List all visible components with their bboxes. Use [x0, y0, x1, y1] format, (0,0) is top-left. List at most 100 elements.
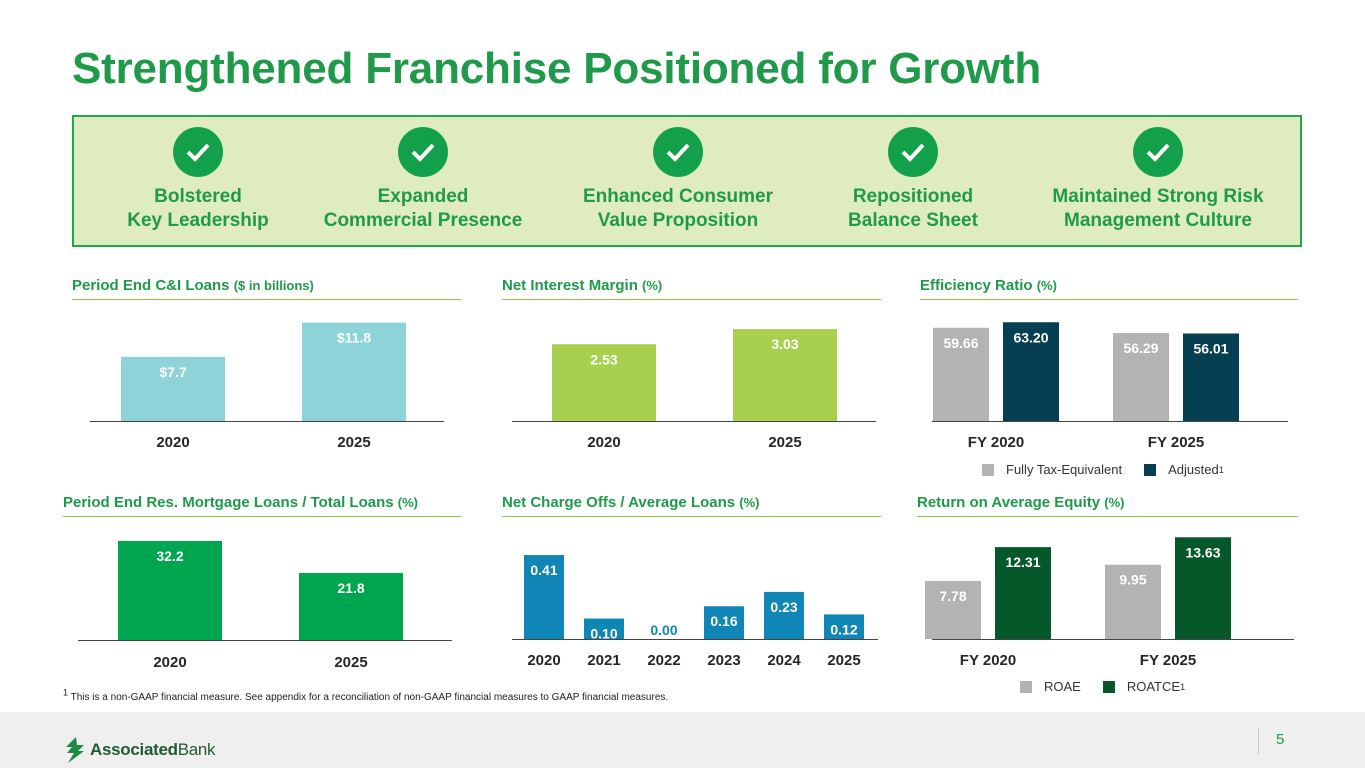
bar-fy-2025-roatce	[1175, 537, 1231, 639]
bar-fy-2025-adjusted	[1183, 333, 1239, 421]
pillar-label-line2: Management Culture	[1064, 210, 1252, 231]
logo-word-bold: Associated	[90, 740, 178, 759]
pillar-label-line2: Commercial Presence	[323, 210, 523, 231]
data-label: 0.10	[590, 626, 617, 642]
panel-rule	[502, 299, 881, 300]
pillar-label-line1: Bolstered	[154, 186, 242, 207]
ci-loans-chart: $7.7 $11.8 2020 2025	[90, 322, 444, 451]
page-title: Strengthened Franchise Positioned for Gr…	[72, 44, 1042, 93]
bar-2020-c-i-loans	[121, 356, 225, 421]
bar-2025-c-i-loans	[302, 322, 406, 421]
efficiency-chart: 59.66 56.29 63.20 56.01 FY 2020 FY 2025	[932, 322, 1288, 451]
panel-rule	[502, 516, 881, 517]
data-label: 0.41	[530, 562, 557, 578]
pillars-banner: Bolstered Key Leadership Expanded Commerci…	[72, 115, 1302, 247]
data-label: 0.23	[770, 599, 797, 615]
associated-bank-logo: AssociatedBank	[64, 736, 216, 764]
panel-title-text: Period End C&I Loans	[72, 277, 230, 294]
bar-2024-nco-avg-loans	[764, 591, 804, 639]
bar-2021-nco-avg-loans	[584, 618, 624, 639]
x-tick-label: FY 2020	[960, 652, 1016, 669]
data-label: 2.53	[590, 351, 617, 367]
bar-2020-nco-avg-loans	[524, 555, 564, 639]
panel-title-text: Net Interest Margin	[502, 277, 638, 294]
panel-title-roe: Return on Average Equity (%)	[917, 494, 1124, 511]
data-label: 0.00	[650, 622, 677, 638]
pillar-label-line2: Value Proposition	[597, 210, 759, 231]
panel-title-efficiency: Efficiency Ratio (%)	[920, 277, 1057, 294]
x-tick-label: FY 2025	[1148, 434, 1204, 451]
data-label: 32.2	[156, 548, 183, 564]
bar-fy-2025-roae	[1105, 564, 1161, 639]
bar-2025-res-mortgage-total-loans	[299, 572, 403, 640]
x-tick-label: 2024	[767, 652, 801, 669]
data-label: 9.95	[1119, 572, 1146, 588]
data-label: 63.20	[1013, 329, 1048, 345]
data-label: $7.7	[159, 364, 186, 380]
bar-2023-nco-avg-loans	[704, 606, 744, 639]
footnote-marker: 1	[63, 687, 69, 698]
legend-item: Adjusted 1	[1144, 462, 1224, 477]
nco-chart: 0.41 0.10 0.00 0.16 0.23 0.12 2020 2021 2022 2023…	[512, 555, 878, 669]
panel-title-unit: (%)	[739, 495, 760, 510]
panel-rule	[917, 516, 1298, 517]
x-tick-label: 2023	[707, 652, 740, 669]
res-mortgage-chart: 32.2 21.8 2020 2025	[78, 540, 452, 671]
footnote-text: This is a non-GAAP financial measure. Se…	[70, 692, 669, 703]
data-label: $11.8	[337, 330, 371, 346]
panel-title-ci-loans: Period End C&I Loans ($ in billions)	[72, 277, 314, 294]
pillar-label-line1: Repositioned	[852, 186, 974, 207]
legend-item: ROAE	[1020, 679, 1081, 694]
x-tick-label: 2025	[334, 654, 367, 671]
x-tick-label: 2020	[587, 434, 620, 451]
check-icon	[888, 127, 938, 177]
x-tick-label: 2021	[587, 652, 620, 669]
data-label: 56.01	[1193, 340, 1228, 356]
data-label: 56.29	[1123, 340, 1158, 356]
data-label: 0.16	[710, 613, 737, 629]
roe-chart: 7.78 9.95 12.31 13.63 FY 2020 FY 2025	[925, 537, 1294, 669]
panel-title-nim: Net Interest Margin (%)	[502, 277, 662, 294]
page-number: 5	[1276, 731, 1285, 748]
data-label: 12.31	[1005, 554, 1040, 570]
bar-fy-2020-adjusted	[1003, 322, 1059, 421]
panel-title-unit: (%)	[397, 495, 418, 510]
pillar-commercial: Expanded Commercial Presence	[303, 127, 543, 233]
panel-title-text: Period End Res. Mortgage Loans / Total L…	[63, 494, 394, 511]
x-tick-label: 2025	[827, 652, 860, 669]
legend-label: Adjusted	[1168, 462, 1219, 477]
x-tick-label: 2020	[156, 434, 189, 451]
bar-2020-res-mortgage-total-loans	[118, 540, 222, 640]
pillar-balance-sheet: Repositioned Balance Sheet	[793, 127, 1033, 233]
roe-legend: ROAE ROATCE 1	[1020, 679, 1207, 694]
check-icon	[398, 127, 448, 177]
data-label: 7.78	[939, 588, 966, 604]
panel-title-res-mortgage: Period End Res. Mortgage Loans / Total L…	[63, 494, 418, 511]
panel-title-unit: (%)	[642, 278, 663, 293]
bar-fy-2020-fully-tax-equivalent	[933, 327, 989, 421]
check-icon	[653, 127, 703, 177]
footnote: 1 This is a non-GAAP financial measure. …	[63, 688, 669, 703]
legend-swatch	[1102, 680, 1115, 693]
pillar-consumer: Enhanced Consumer Value Proposition	[558, 127, 798, 233]
bar-2020-nim	[552, 344, 656, 421]
pillar-label-line1: Maintained Strong Risk	[1052, 186, 1264, 207]
x-tick-label: 2020	[153, 654, 186, 671]
panel-rule	[63, 516, 461, 517]
data-label: 13.63	[1185, 544, 1220, 560]
pillar-label-line1: Expanded	[377, 186, 469, 207]
pillar-label-line2: Balance Sheet	[848, 210, 978, 231]
pillar-leadership: Bolstered Key Leadership	[78, 127, 318, 233]
panel-title-unit: (%)	[1036, 278, 1057, 293]
logo-mark-icon	[66, 737, 84, 763]
panel-title-unit: ($ in billions)	[233, 278, 314, 293]
footer: AssociatedBank 5	[0, 712, 1365, 768]
bar-fy-2020-roatce	[995, 547, 1051, 639]
data-label: 3.03	[771, 336, 798, 352]
bar-fy-2020-roae	[925, 580, 981, 639]
panel-title-text: Net Charge Offs / Average Loans	[502, 494, 736, 511]
x-tick-label: 2025	[768, 434, 801, 451]
legend-label: ROAE	[1044, 679, 1081, 694]
x-tick-label: FY 2025	[1140, 652, 1196, 669]
